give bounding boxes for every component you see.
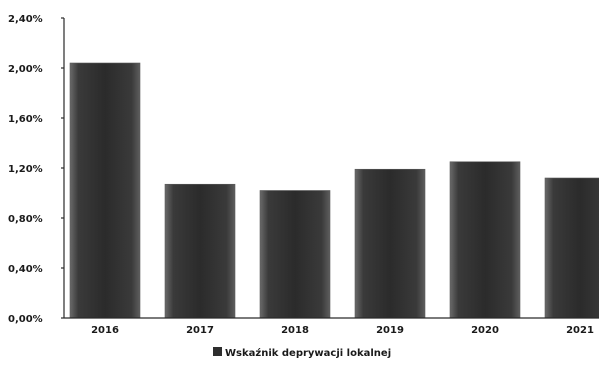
bar-2016 (69, 62, 141, 319)
bar-2020 (449, 161, 521, 319)
bar-2018 (259, 190, 331, 319)
y-axis-ticks: 0,00% 0,40% 0,80% 1,20% 1,60% 2,00% 2,40% (8, 14, 64, 325)
x-axis-ticks: 2016 2017 2018 2019 2020 2021 (91, 325, 594, 336)
y-tick-label: 1,20% (8, 164, 43, 175)
y-tick-label: 0,40% (8, 264, 43, 275)
legend: Wskaźnik deprywacji lokalnej (213, 347, 391, 359)
legend-swatch (213, 347, 222, 356)
x-tick-label: 2021 (566, 325, 594, 336)
x-tick-label: 2020 (471, 325, 499, 336)
y-tick-label: 2,40% (8, 14, 43, 25)
y-tick-label: 1,60% (8, 114, 43, 125)
bars-layer (69, 62, 599, 319)
x-tick-label: 2019 (376, 325, 404, 336)
bar-2017 (164, 183, 236, 319)
y-tick-label: 0,80% (8, 214, 43, 225)
x-tick-label: 2018 (281, 325, 309, 336)
y-tick-label: 2,00% (8, 64, 43, 75)
y-tick-label: 0,00% (8, 314, 43, 325)
x-tick-label: 2016 (91, 325, 119, 336)
bar-2021 (544, 177, 599, 319)
legend-label: Wskaźnik deprywacji lokalnej (225, 347, 391, 359)
bar-2019 (354, 168, 426, 319)
x-tick-label: 2017 (186, 325, 214, 336)
